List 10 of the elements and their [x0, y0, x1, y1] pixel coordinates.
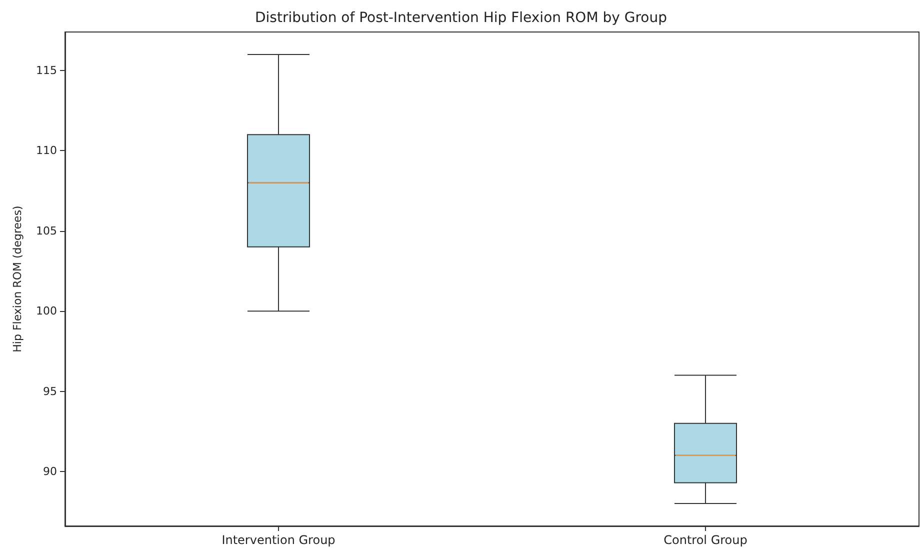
- y-tick-label: 90: [43, 464, 57, 478]
- y-tick-label: 110: [36, 144, 57, 158]
- chart-title: Distribution of Post-Intervention Hip Flexion ROM by Group: [255, 10, 668, 26]
- x-tick-label: Intervention Group: [222, 533, 336, 547]
- x-tick-label: Control Group: [664, 533, 748, 547]
- y-tick-label: 105: [36, 224, 57, 238]
- y-tick-label: 115: [36, 64, 57, 77]
- y-tick-label: 95: [43, 384, 57, 398]
- y-tick-label: 100: [36, 304, 57, 318]
- y-axis-title: Hip Flexion ROM (degrees): [11, 206, 24, 352]
